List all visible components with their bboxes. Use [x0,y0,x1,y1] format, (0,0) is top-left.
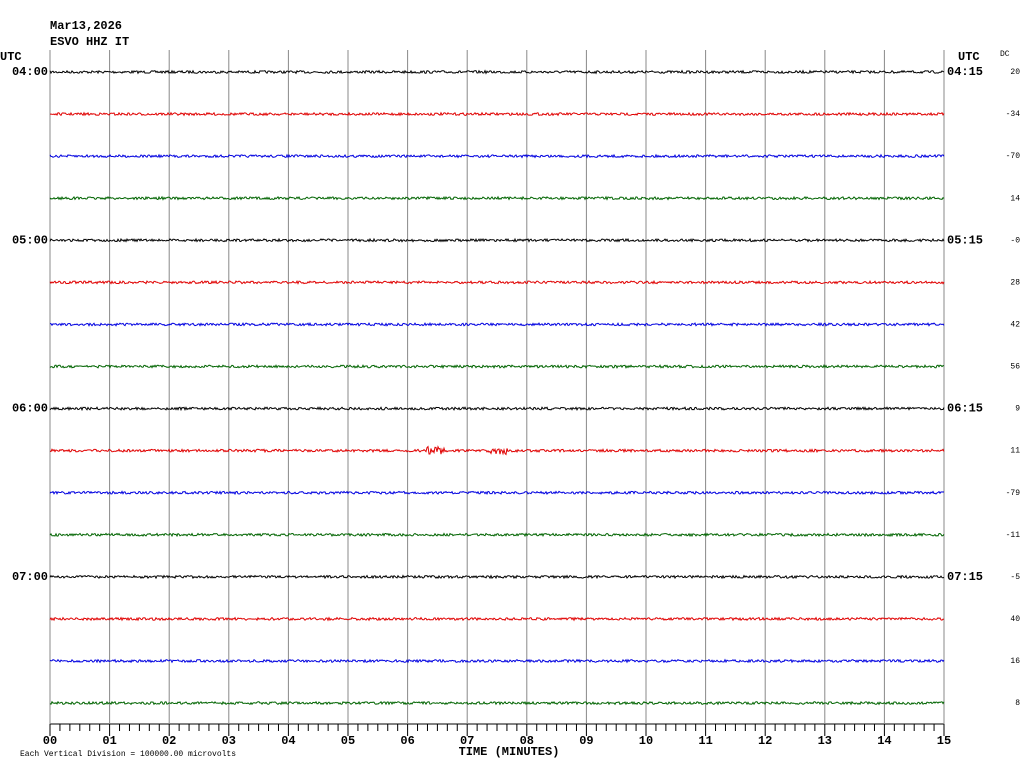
station: ESVO HHZ IT [50,35,129,49]
trace [49,616,945,622]
right-utc: UTC [958,50,980,64]
trace [49,279,945,285]
x-axis-title: TIME (MINUTES) [459,745,560,759]
left-time-label: 07:00 [12,570,48,584]
trace [49,237,945,243]
x-tick-label: 12 [758,734,772,748]
left-utc: UTC [0,50,22,64]
dc-title: DC [1000,50,1010,59]
x-tick-label: 08 [520,734,534,748]
right-time-label: 05:15 [947,233,983,247]
trace [49,153,945,159]
trace [49,445,945,456]
x-tick-label: 02 [162,734,176,748]
x-tick-label: 07 [460,734,474,748]
left-time-label: 05:00 [12,233,48,247]
x-tick-label: 11 [698,734,712,748]
trace [49,322,945,327]
trace [49,574,945,580]
dc-value: 28 [1010,278,1020,287]
trace [49,658,945,664]
x-tick-label: 10 [639,734,653,748]
left-time-label: 04:00 [12,65,48,79]
dc-value: 9 [1015,405,1020,414]
trace [49,700,945,706]
trace [49,195,945,201]
dc-value: 14 [1010,194,1020,203]
x-tick-label: 06 [400,734,414,748]
dc-value: 11 [1010,447,1020,456]
dc-value: -11 [1006,531,1021,540]
right-time-label: 04:15 [947,65,983,79]
x-tick-label: 03 [222,734,236,748]
dc-value: 42 [1010,321,1020,330]
date: Mar13,2026 [50,19,122,33]
trace [49,406,945,412]
dc-value: -70 [1006,152,1021,161]
right-time-label: 06:15 [947,402,983,416]
x-tick-label: 13 [818,734,832,748]
x-tick-label: 05 [341,734,355,748]
dc-value: -79 [1006,489,1021,498]
trace [49,69,945,75]
dc-value: -34 [1006,110,1021,119]
trace [49,532,945,538]
left-time-label: 06:00 [12,402,48,416]
trace [49,490,945,496]
right-time-label: 07:15 [947,570,983,584]
x-tick-label: 04 [281,734,295,748]
dc-value: 8 [1015,699,1020,708]
x-tick-label: 14 [877,734,891,748]
dc-value: 56 [1010,363,1020,372]
trace [50,111,945,117]
dc-value: 20 [1010,68,1020,77]
trace [49,363,945,370]
x-tick-label: 00 [43,734,57,748]
x-tick-label: 01 [102,734,116,748]
dc-value: 40 [1010,615,1020,624]
scale-note: Each Vertical Division = 100000.00 micro… [20,750,236,759]
dc-value: -5 [1010,573,1020,582]
x-tick-label: 15 [937,734,951,748]
x-tick-label: 09 [579,734,593,748]
dc-value: 16 [1010,657,1020,666]
dc-value: -0 [1010,236,1020,245]
